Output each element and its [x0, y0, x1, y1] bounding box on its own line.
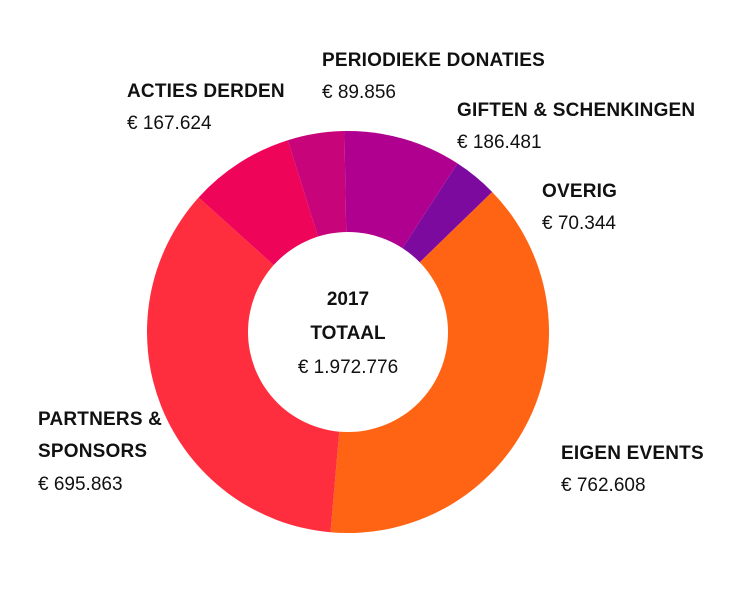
- label-periodieke-donaties-name: PERIODIEKE DONATIES: [322, 50, 546, 71]
- slice-partners-sponsors: [146, 197, 348, 533]
- label-eigen-events-name: EIGEN EVENTS: [561, 443, 704, 464]
- label-partners-sponsors-name: PARTNERS & SPONSORS: [38, 409, 163, 463]
- label-partners-sponsors-value: € 695.863: [38, 473, 123, 495]
- label-overig: OVERIG € 70.344: [542, 176, 617, 241]
- label-acties-derden-name: ACTIES DERDEN: [127, 81, 285, 102]
- center-total-label: TOTAAL: [310, 323, 386, 344]
- label-overig-name: OVERIG: [542, 181, 618, 202]
- center-year: 2017: [326, 289, 370, 310]
- label-eigen-events: EIGEN EVENTS € 762.608: [561, 438, 704, 503]
- label-acties-derden-value: € 167.624: [127, 113, 212, 135]
- label-overig-value: € 70.344: [542, 213, 616, 235]
- label-giften-schenkingen-name: GIFTEN & SCHENKINGEN: [457, 100, 696, 121]
- label-eigen-events-value: € 762.608: [561, 475, 646, 497]
- donut-center-summary: 2017 TOTAAL € 1.972.776: [248, 283, 448, 385]
- label-partners-sponsors: PARTNERS & SPONSORS € 695.863: [38, 404, 162, 501]
- label-giften-schenkingen: GIFTEN & SCHENKINGEN € 186.481: [457, 95, 695, 160]
- label-periodieke-donaties: PERIODIEKE DONATIES € 89.856: [322, 45, 545, 110]
- label-periodieke-donaties-value: € 89.856: [322, 82, 396, 104]
- label-giften-schenkingen-value: € 186.481: [457, 132, 542, 154]
- label-acties-derden: ACTIES DERDEN € 167.624: [127, 76, 285, 141]
- donut-hole: [248, 232, 448, 432]
- center-total-value: € 1.972.776: [297, 357, 399, 378]
